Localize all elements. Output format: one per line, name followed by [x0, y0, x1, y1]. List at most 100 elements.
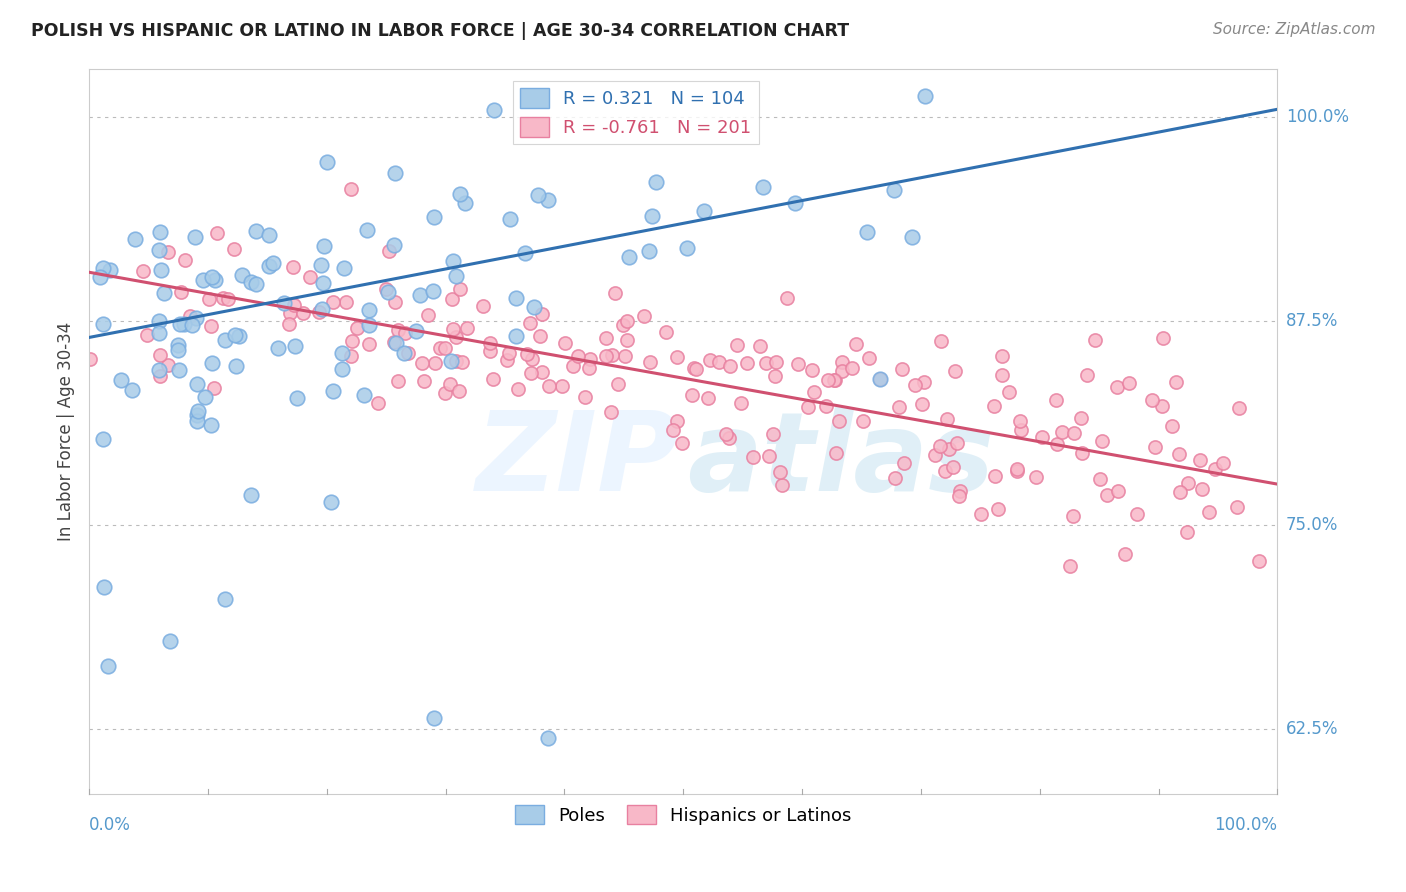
Point	[322, 294, 344, 309]
Point	[735, 356, 758, 370]
Point	[537, 193, 560, 207]
Point	[440, 353, 463, 368]
Point	[416, 308, 439, 322]
Point	[157, 359, 180, 373]
Point	[291, 306, 314, 320]
Point	[93, 317, 115, 331]
Text: 100.0%: 100.0%	[1286, 109, 1348, 127]
Point	[1045, 393, 1067, 408]
Point	[200, 318, 222, 333]
Point	[330, 362, 353, 376]
Point	[1052, 425, 1074, 439]
Point	[825, 446, 848, 460]
Point	[718, 359, 741, 374]
Point	[314, 238, 336, 252]
Point	[787, 357, 810, 371]
Point	[309, 258, 332, 272]
Point	[506, 382, 529, 396]
Point	[531, 365, 554, 379]
Point	[599, 405, 621, 419]
Point	[149, 225, 172, 239]
Point	[1177, 524, 1199, 539]
Point	[924, 449, 946, 463]
Point	[441, 292, 464, 306]
Point	[153, 286, 176, 301]
Point	[1247, 554, 1270, 568]
Point	[471, 300, 494, 314]
Point	[600, 348, 623, 362]
Point	[714, 427, 737, 442]
Point	[1084, 333, 1107, 347]
Point	[422, 284, 444, 298]
Point	[901, 229, 924, 244]
Point	[479, 344, 502, 359]
Point	[1010, 423, 1032, 437]
Point	[484, 103, 506, 118]
Point	[423, 211, 446, 225]
Point	[228, 329, 250, 343]
Point	[574, 390, 596, 404]
Point	[931, 334, 953, 348]
Text: atlas: atlas	[688, 407, 994, 514]
Point	[801, 362, 824, 376]
Point	[454, 195, 477, 210]
Point	[194, 390, 217, 404]
Point	[665, 350, 688, 364]
Point	[159, 633, 181, 648]
Point	[911, 397, 934, 411]
Point	[340, 349, 363, 363]
Point	[367, 396, 389, 410]
Point	[204, 273, 226, 287]
Point	[671, 436, 693, 450]
Point	[149, 348, 172, 362]
Point	[1177, 475, 1199, 490]
Point	[823, 373, 845, 387]
Point	[991, 349, 1014, 363]
Point	[730, 395, 752, 409]
Point	[124, 232, 146, 246]
Text: 100.0%: 100.0%	[1215, 815, 1278, 833]
Point	[803, 385, 825, 400]
Point	[1212, 456, 1234, 470]
Point	[505, 291, 527, 305]
Point	[998, 385, 1021, 400]
Point	[330, 346, 353, 360]
Point	[382, 238, 405, 252]
Point	[245, 224, 267, 238]
Point	[311, 302, 333, 317]
Point	[531, 307, 554, 321]
Point	[1076, 368, 1098, 382]
Point	[970, 508, 993, 522]
Point	[245, 277, 267, 291]
Point	[763, 369, 786, 384]
Point	[356, 223, 378, 237]
Point	[446, 330, 468, 344]
Point	[725, 337, 748, 351]
Point	[394, 326, 416, 340]
Point	[912, 375, 935, 389]
Point	[1168, 485, 1191, 500]
Point	[914, 89, 936, 103]
Point	[991, 368, 1014, 382]
Point	[1025, 470, 1047, 484]
Point	[357, 318, 380, 332]
Point	[942, 460, 965, 475]
Point	[616, 333, 638, 347]
Point	[478, 335, 501, 350]
Point	[97, 659, 120, 673]
Point	[357, 302, 380, 317]
Point	[755, 356, 778, 370]
Point	[1161, 419, 1184, 434]
Point	[201, 270, 224, 285]
Point	[498, 346, 520, 360]
Point	[482, 372, 505, 386]
Point	[408, 288, 430, 302]
Point	[91, 261, 114, 276]
Point	[231, 268, 253, 282]
Point	[1107, 484, 1129, 499]
Point	[595, 331, 617, 345]
Point	[770, 477, 793, 491]
Point	[856, 225, 879, 239]
Point	[396, 345, 419, 359]
Point	[641, 209, 664, 223]
